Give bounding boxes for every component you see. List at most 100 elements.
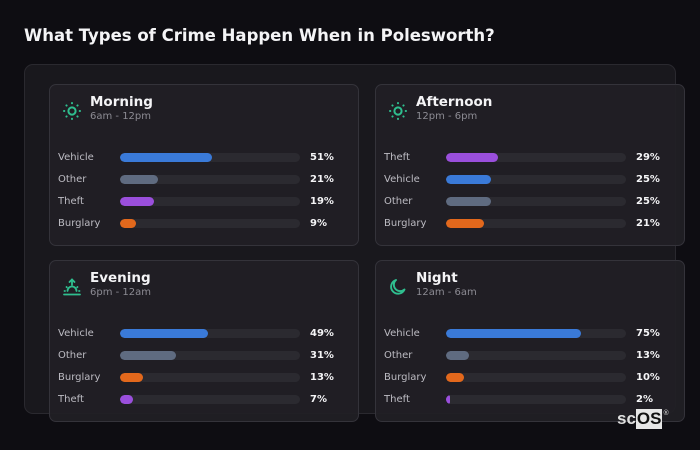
bar-fill xyxy=(120,328,209,338)
bar-row-other: Other 31% xyxy=(58,344,348,366)
card-evening: Evening 6pm - 12am Vehicle 49% Other 31%… xyxy=(49,260,359,422)
sunset-icon xyxy=(62,277,82,297)
bar-label: Theft xyxy=(384,151,410,163)
bar-row-burglary: Burglary 10% xyxy=(384,366,674,388)
card-header: Afternoon 12pm - 6pm xyxy=(388,93,492,124)
bar-label: Burglary xyxy=(58,217,101,229)
bar-value: 49% xyxy=(310,327,334,339)
card-title: Morning xyxy=(90,94,153,110)
bar-label: Theft xyxy=(58,393,84,405)
moon-icon xyxy=(388,277,408,297)
bar-value: 21% xyxy=(310,173,334,185)
bar-track xyxy=(446,174,626,184)
bar-value: 19% xyxy=(310,195,334,207)
bar-track xyxy=(120,328,300,338)
card-header: Evening 6pm - 12am xyxy=(62,269,151,300)
bar-label: Other xyxy=(58,173,87,185)
bar-track xyxy=(446,350,626,360)
card-title: Night xyxy=(416,270,458,286)
brand-logo: sc OS ® xyxy=(617,409,669,429)
bar-label: Burglary xyxy=(384,371,427,383)
bar-value: 10% xyxy=(636,371,660,383)
bar-row-theft: Theft 19% xyxy=(58,190,348,212)
bar-list: Theft 29% Vehicle 25% Other 25% xyxy=(384,146,674,234)
bar-label: Other xyxy=(384,349,413,361)
bar-value: 7% xyxy=(310,393,327,405)
bar-value: 21% xyxy=(636,217,660,229)
card-header: Night 12am - 6am xyxy=(388,269,477,300)
bar-row-burglary: Burglary 9% xyxy=(58,212,348,234)
bar-list: Vehicle 51% Other 21% Theft 19% xyxy=(58,146,348,234)
card-morning: Morning 6am - 12pm Vehicle 51% Other 21%… xyxy=(49,84,359,246)
bar-row-vehicle: Vehicle 25% xyxy=(384,168,674,190)
bar-track xyxy=(120,394,300,404)
bar-value: 51% xyxy=(310,151,334,163)
bar-track xyxy=(120,218,300,228)
bar-row-theft: Theft 2% xyxy=(384,388,674,410)
sun-icon xyxy=(388,101,408,121)
bar-track xyxy=(446,218,626,228)
card-time-range: 12pm - 6pm xyxy=(416,111,478,122)
bar-fill xyxy=(120,394,133,404)
bar-track xyxy=(446,196,626,206)
bar-value: 13% xyxy=(310,371,334,383)
bar-value: 9% xyxy=(310,217,327,229)
bar-fill xyxy=(446,152,499,162)
bar-fill xyxy=(120,174,158,184)
bar-value: 25% xyxy=(636,173,660,185)
bar-track xyxy=(446,152,626,162)
bar-label: Theft xyxy=(58,195,84,207)
bar-row-other: Other 21% xyxy=(58,168,348,190)
bar-fill xyxy=(120,152,212,162)
page-title: What Types of Crime Happen When in Poles… xyxy=(24,26,495,45)
bar-label: Other xyxy=(384,195,413,207)
card-time-range: 6pm - 12am xyxy=(90,287,152,298)
bar-fill xyxy=(120,372,144,382)
bar-value: 31% xyxy=(310,349,334,361)
card-afternoon: Afternoon 12pm - 6pm Theft 29% Vehicle 2… xyxy=(375,84,685,246)
bar-label: Theft xyxy=(384,393,410,405)
bar-label: Burglary xyxy=(58,371,101,383)
bar-value: 2% xyxy=(636,393,653,405)
bar-fill xyxy=(120,218,137,228)
bar-fill xyxy=(446,174,491,184)
bar-row-burglary: Burglary 21% xyxy=(384,212,674,234)
bar-row-vehicle: Vehicle 75% xyxy=(384,322,674,344)
bar-row-theft: Theft 7% xyxy=(58,388,348,410)
bar-fill xyxy=(446,196,491,206)
bar-value: 75% xyxy=(636,327,660,339)
bar-track xyxy=(446,394,626,404)
bar-fill xyxy=(446,394,450,404)
bar-row-other: Other 13% xyxy=(384,344,674,366)
bar-list: Vehicle 75% Other 13% Burglary 10% xyxy=(384,322,674,410)
bar-track xyxy=(120,196,300,206)
bar-fill xyxy=(446,350,470,360)
bar-row-theft: Theft 29% xyxy=(384,146,674,168)
bar-label: Burglary xyxy=(384,217,427,229)
bar-label: Vehicle xyxy=(58,151,94,163)
bar-value: 13% xyxy=(636,349,660,361)
bar-track xyxy=(120,174,300,184)
bar-label: Vehicle xyxy=(384,173,420,185)
card-night: Night 12am - 6am Vehicle 75% Other 13% B… xyxy=(375,260,685,422)
bar-track xyxy=(120,350,300,360)
bar-fill xyxy=(446,328,581,338)
bar-fill xyxy=(120,350,176,360)
bar-row-vehicle: Vehicle 51% xyxy=(58,146,348,168)
sun-icon xyxy=(62,101,82,121)
card-time-range: 12am - 6am xyxy=(416,287,477,298)
card-time-range: 6am - 12pm xyxy=(90,111,152,122)
bar-track xyxy=(120,372,300,382)
card-title: Afternoon xyxy=(416,94,493,110)
bar-label: Vehicle xyxy=(384,327,420,339)
bar-label: Vehicle xyxy=(58,327,94,339)
card-title: Evening xyxy=(90,270,151,286)
bar-row-other: Other 25% xyxy=(384,190,674,212)
card-header: Morning 6am - 12pm xyxy=(62,93,153,124)
bar-track xyxy=(446,372,626,382)
bar-fill xyxy=(120,196,155,206)
bar-label: Other xyxy=(58,349,87,361)
bar-value: 25% xyxy=(636,195,660,207)
bar-list: Vehicle 49% Other 31% Burglary 13% xyxy=(58,322,348,410)
bar-value: 29% xyxy=(636,151,660,163)
